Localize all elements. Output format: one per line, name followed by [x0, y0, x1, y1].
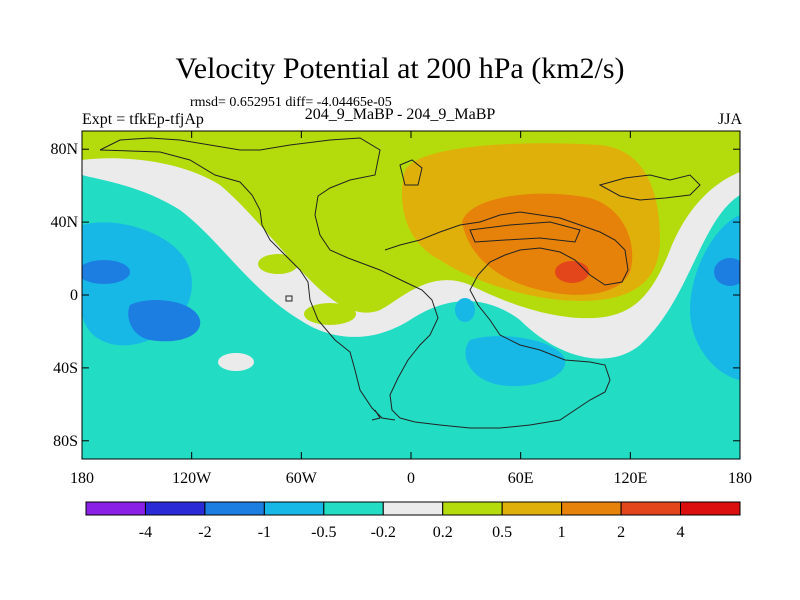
colorbar-label: 4	[677, 524, 685, 541]
chart-title: Velocity Potential at 200 hPa (km2/s)	[175, 52, 625, 85]
lon-tick-label: 60W	[286, 470, 318, 487]
colorbar-label: -1	[258, 524, 271, 541]
case-label: 204_9_MaBP - 204_9_MaBP	[304, 106, 496, 123]
field-orange	[462, 193, 633, 295]
lon-tick-label: 60E	[508, 470, 534, 487]
colorbar-label: 0.2	[433, 524, 453, 541]
colorbar-swatch	[382, 501, 444, 516]
colorbar-swatch	[680, 501, 741, 516]
colorbar-swatch	[561, 501, 622, 516]
lat-tick-label: 0	[70, 287, 78, 304]
coastline-europe-africa	[399, 254, 611, 429]
field-green-patch-2	[304, 303, 356, 325]
lon-tick-label: 180	[70, 470, 94, 487]
coastline-greenland	[399, 159, 423, 186]
colorbar-swatch	[323, 501, 384, 516]
field-red-core	[555, 261, 589, 283]
season-label: JJA	[717, 111, 742, 128]
field-blue-west-core	[128, 300, 201, 342]
colorbar-swatch	[442, 501, 503, 516]
lon-tick-label: 120W	[172, 470, 212, 487]
stats-label: rmsd= 0.652951 diff= -4.04465e-05	[190, 95, 392, 110]
field-blue-east-core	[714, 258, 740, 286]
colorbar-swatch	[144, 501, 206, 516]
lon-tick-label: 180	[728, 470, 752, 487]
lat-tick-label: 40S	[53, 360, 78, 377]
lon-tick-label: 0	[407, 470, 415, 487]
field-blue-small	[455, 298, 475, 322]
colorbar-swatch	[620, 501, 682, 516]
coastline-arctic	[598, 174, 701, 201]
colorbar-swatch	[204, 501, 265, 516]
coastline-americas	[99, 149, 396, 421]
colorbar-label: -4	[139, 524, 152, 541]
field-green-patch-1	[258, 254, 298, 274]
field-grey-patch	[218, 353, 254, 371]
field-blue-west-core-2	[82, 260, 130, 284]
field-blue-south	[465, 336, 566, 387]
colorbar-swatch	[263, 501, 325, 516]
coastline-tibet	[469, 221, 581, 243]
experiment-label: Expt = tfkEp-tfjAp	[82, 111, 204, 128]
coastline-island	[285, 295, 293, 302]
latitude-axis: 80N 40N 0 40S 80S	[50, 141, 740, 450]
lon-tick-label: 120E	[613, 470, 647, 487]
lat-tick-label: 80S	[53, 433, 78, 450]
colorbar-swatch	[501, 501, 563, 516]
colorbar-label: -0.2	[371, 524, 396, 541]
coastline-eurasia	[384, 211, 629, 286]
coastline-antarctic-arm	[371, 409, 381, 421]
coastlines	[99, 137, 701, 429]
colorbar: -4 -2 -1 -0.5 -0.2 0.2 0.5 1 2 4	[85, 501, 741, 541]
colorbar-label: 2	[617, 524, 625, 541]
field-blue-east	[690, 215, 740, 380]
colorbar-swatch	[85, 501, 146, 516]
coastline-south-america	[347, 257, 439, 419]
colorbar-label: 0.5	[492, 524, 512, 541]
colorbar-label: -2	[198, 524, 211, 541]
lat-tick-label: 80N	[50, 141, 78, 158]
contour-field	[82, 131, 740, 459]
longitude-axis: 180 120W 60W 0 60E 120E 180	[70, 131, 752, 487]
colorbar-label: 1	[558, 524, 566, 541]
coastline-americas-north	[99, 137, 381, 259]
colorbar-label: -0.5	[311, 524, 336, 541]
lat-tick-label: 40N	[50, 214, 78, 231]
